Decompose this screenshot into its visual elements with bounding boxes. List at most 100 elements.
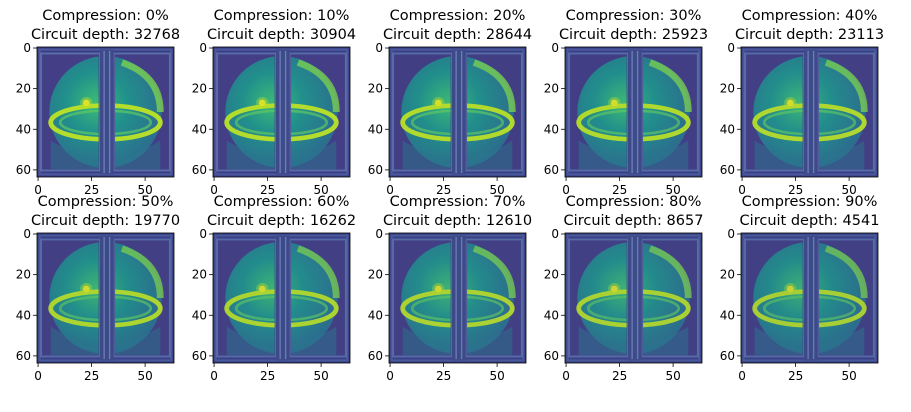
x-tick-label: 25 bbox=[788, 369, 803, 383]
y-tick-label: 60 bbox=[544, 349, 559, 363]
x-tick-label: 0 bbox=[386, 369, 394, 383]
y-tick-label: 60 bbox=[368, 349, 383, 363]
y-tick-label: 0 bbox=[727, 41, 735, 55]
y-tick-label: 20 bbox=[16, 268, 31, 282]
axes-frame bbox=[212, 46, 351, 178]
y-tick-label: 60 bbox=[720, 163, 735, 177]
x-tick-label: 0 bbox=[386, 183, 394, 197]
x-tick-label: 0 bbox=[210, 183, 218, 197]
panel-title-compression: Compression: 90% bbox=[742, 194, 878, 210]
y-tick-label: 0 bbox=[375, 41, 383, 55]
y-tick-label: 60 bbox=[192, 349, 207, 363]
y-tick-label: 60 bbox=[544, 163, 559, 177]
y-tick-label: 40 bbox=[544, 122, 559, 136]
axes-frame bbox=[740, 46, 879, 178]
x-tick-label: 0 bbox=[738, 369, 746, 383]
x-tick-label: 0 bbox=[210, 369, 218, 383]
x-tick-label: 0 bbox=[34, 369, 42, 383]
panel-title-circuit-depth: Circuit depth: 19770 bbox=[31, 213, 180, 229]
panel-title-circuit-depth: Circuit depth: 28644 bbox=[383, 27, 532, 43]
panel-compression-80: Compression: 80% Circuit depth: 8657 0 25 50… bbox=[544, 194, 704, 383]
y-tick-label: 40 bbox=[16, 308, 31, 322]
panel-title-circuit-depth: Circuit depth: 30904 bbox=[207, 27, 356, 43]
y-tick-label: 0 bbox=[551, 41, 559, 55]
axes-frame bbox=[564, 232, 703, 364]
axes-frame bbox=[36, 232, 175, 364]
y-tick-label: 40 bbox=[368, 308, 383, 322]
x-tick-label: 50 bbox=[489, 369, 504, 383]
axes-frame bbox=[36, 46, 175, 178]
heatmap-image bbox=[37, 47, 174, 177]
x-tick-label: 50 bbox=[313, 369, 328, 383]
x-tick-label: 0 bbox=[738, 183, 746, 197]
panel-title-compression: Compression: 20% bbox=[390, 8, 526, 24]
axes-frame bbox=[388, 232, 527, 364]
y-tick-label: 40 bbox=[368, 122, 383, 136]
heatmap-image bbox=[213, 233, 350, 363]
x-tick-label: 25 bbox=[436, 183, 451, 197]
x-tick-label: 25 bbox=[260, 369, 275, 383]
y-tick-label: 20 bbox=[192, 82, 207, 96]
y-tick-label: 0 bbox=[375, 227, 383, 241]
panel-title-compression: Compression: 40% bbox=[742, 8, 878, 24]
y-tick-label: 0 bbox=[727, 227, 735, 241]
y-tick-label: 40 bbox=[544, 308, 559, 322]
y-tick-label: 20 bbox=[368, 268, 383, 282]
panel-title-compression: Compression: 50% bbox=[38, 194, 174, 210]
y-tick-label: 60 bbox=[368, 163, 383, 177]
x-tick-label: 50 bbox=[489, 183, 504, 197]
panel-title-compression: Compression: 70% bbox=[390, 194, 526, 210]
y-tick-label: 40 bbox=[192, 122, 207, 136]
panel-title-circuit-depth: Circuit depth: 4541 bbox=[740, 213, 880, 229]
panel-title-circuit-depth: Circuit depth: 16262 bbox=[207, 213, 356, 229]
x-tick-label: 50 bbox=[841, 369, 856, 383]
axes-frame bbox=[212, 232, 351, 364]
y-tick-label: 20 bbox=[368, 82, 383, 96]
y-tick-label: 60 bbox=[16, 349, 31, 363]
y-tick-label: 20 bbox=[544, 82, 559, 96]
x-tick-label: 50 bbox=[137, 183, 152, 197]
panel-compression-90: Compression: 90% Circuit depth: 4541 0 25 50… bbox=[720, 194, 880, 383]
panel-title-compression: Compression: 0% bbox=[42, 8, 169, 24]
axes-frame bbox=[564, 46, 703, 178]
y-tick-label: 40 bbox=[16, 122, 31, 136]
y-tick-label: 0 bbox=[23, 41, 31, 55]
heatmap-image bbox=[565, 47, 702, 177]
heatmap-image bbox=[389, 233, 526, 363]
x-tick-label: 25 bbox=[612, 183, 627, 197]
y-tick-label: 20 bbox=[16, 82, 31, 96]
y-tick-label: 0 bbox=[551, 227, 559, 241]
x-tick-label: 25 bbox=[612, 369, 627, 383]
heatmap-image bbox=[565, 233, 702, 363]
x-tick-label: 25 bbox=[788, 183, 803, 197]
panel-title-circuit-depth: Circuit depth: 23113 bbox=[735, 27, 884, 43]
x-tick-label: 50 bbox=[665, 183, 680, 197]
y-tick-label: 0 bbox=[23, 227, 31, 241]
x-tick-label: 50 bbox=[313, 183, 328, 197]
x-tick-label: 25 bbox=[84, 183, 99, 197]
x-tick-label: 25 bbox=[436, 369, 451, 383]
y-tick-label: 20 bbox=[720, 82, 735, 96]
panel-title-compression: Compression: 80% bbox=[566, 194, 702, 210]
heatmap-image bbox=[389, 47, 526, 177]
y-tick-label: 60 bbox=[16, 163, 31, 177]
panel-title-circuit-depth: Circuit depth: 8657 bbox=[564, 213, 704, 229]
heatmap-image bbox=[741, 233, 878, 363]
panel-title-compression: Compression: 30% bbox=[566, 8, 702, 24]
x-tick-label: 50 bbox=[841, 183, 856, 197]
heatmap-image bbox=[37, 233, 174, 363]
y-tick-label: 20 bbox=[720, 268, 735, 282]
heatmap-image bbox=[213, 47, 350, 177]
x-tick-label: 25 bbox=[260, 183, 275, 197]
y-tick-label: 40 bbox=[720, 308, 735, 322]
x-tick-label: 0 bbox=[34, 183, 42, 197]
x-tick-label: 50 bbox=[137, 369, 152, 383]
y-tick-label: 40 bbox=[720, 122, 735, 136]
y-tick-label: 60 bbox=[192, 163, 207, 177]
